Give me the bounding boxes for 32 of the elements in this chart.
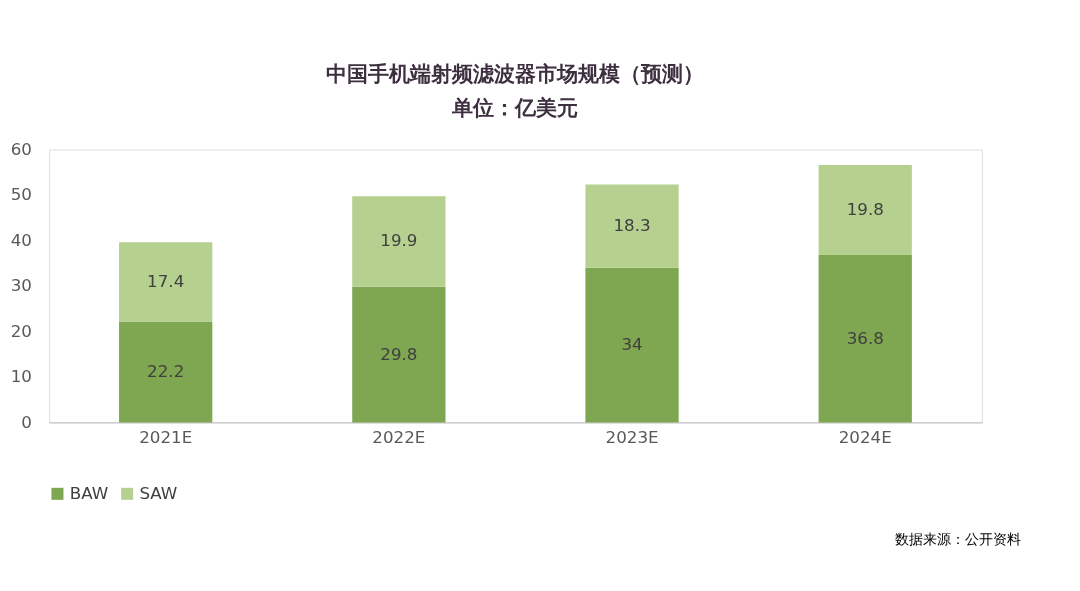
x-tick-label: 2021E bbox=[139, 428, 193, 448]
y-tick-label: 20 bbox=[10, 321, 32, 341]
bar bbox=[585, 184, 679, 268]
bar bbox=[352, 286, 446, 423]
y-tick-label: 40 bbox=[10, 230, 32, 250]
data-label: 34 bbox=[621, 334, 643, 354]
data-label: 19.9 bbox=[380, 231, 418, 251]
data-label: 36.8 bbox=[846, 328, 884, 348]
bar bbox=[352, 196, 446, 287]
chart-title: 中国手机端射频滤波器市场规模（预测） bbox=[326, 61, 705, 86]
data-label: 19.8 bbox=[846, 199, 884, 219]
x-tick-label: 2023E bbox=[605, 428, 659, 448]
bar bbox=[818, 254, 912, 423]
bar bbox=[119, 321, 213, 423]
bar bbox=[585, 267, 679, 423]
data-label: 29.8 bbox=[380, 344, 418, 364]
data-label: 22.2 bbox=[147, 361, 185, 381]
chart-subtitle: 单位：亿美元 bbox=[451, 96, 579, 121]
y-tick-label: 50 bbox=[10, 185, 32, 205]
y-tick-label: 60 bbox=[10, 139, 32, 159]
data-label: 17.4 bbox=[147, 271, 185, 291]
y-tick-label: 30 bbox=[10, 276, 32, 296]
bar bbox=[818, 164, 912, 255]
data-label: 18.3 bbox=[613, 216, 651, 235]
y-tick-label: 0 bbox=[21, 412, 32, 432]
legend-label: SAW bbox=[139, 483, 178, 503]
source-note: 数据来源：公开资料 bbox=[895, 531, 1022, 548]
y-tick-label: 10 bbox=[10, 367, 32, 387]
bar bbox=[119, 242, 213, 322]
legend-label: BAW bbox=[69, 483, 109, 503]
x-tick-label: 2022E bbox=[372, 428, 426, 448]
x-tick-label: 2024E bbox=[838, 428, 892, 448]
